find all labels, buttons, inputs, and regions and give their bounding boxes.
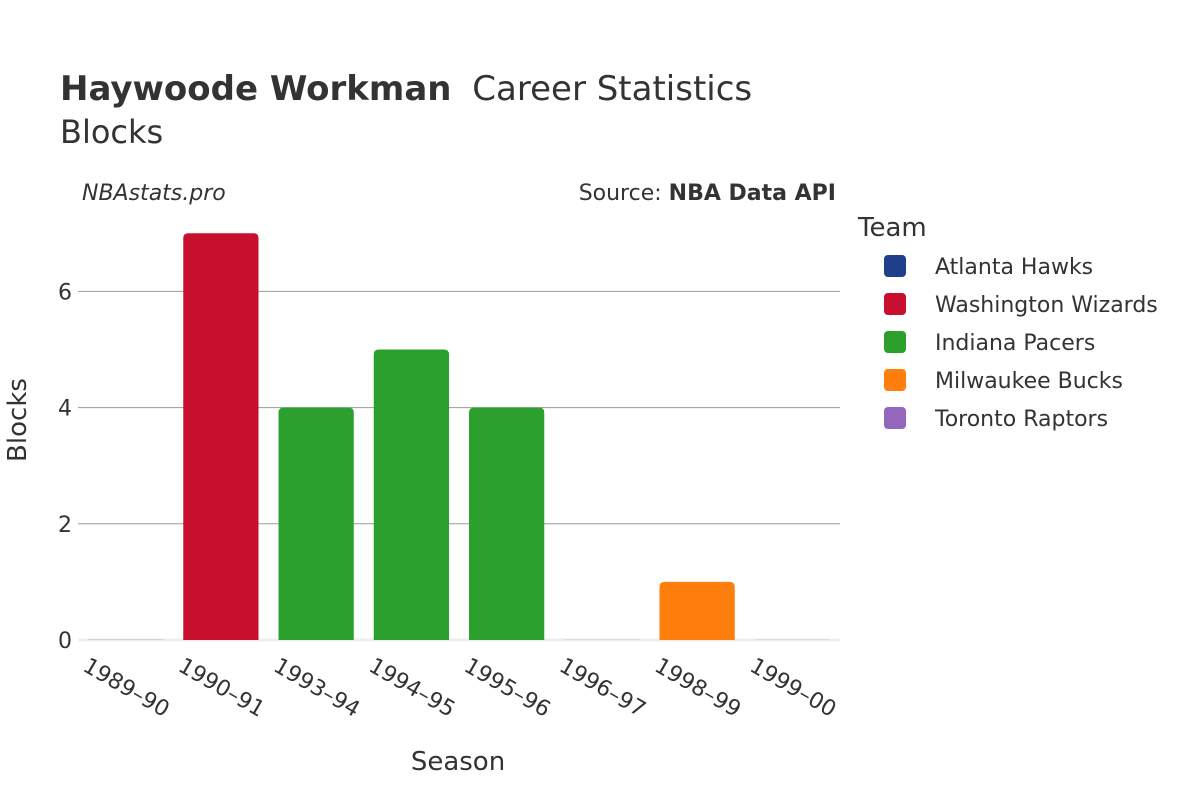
credit-source-name: NBA Data API: [669, 181, 836, 206]
x-tick-label-1995–96: 1995–96: [460, 654, 555, 723]
legend-label-3: Milwaukee Bucks: [935, 369, 1123, 394]
legend: Team Atlanta Hawks Washington Wizards Indi…: [857, 213, 1158, 432]
x-tick-label-1990–91: 1990–91: [174, 654, 269, 723]
legend-swatch-2: [884, 331, 906, 353]
bar-1999–00: [754, 639, 830, 640]
credit-source-prefix: Source:: [579, 181, 669, 206]
bar-1993–94: [278, 407, 354, 640]
x-tick-label-1989–90: 1989–90: [79, 654, 174, 723]
bar-1994–95: [373, 349, 449, 640]
y-tick-label-0: 0: [58, 629, 72, 654]
x-tick-layer: 1989–90 1990–91 1993–94 1994–95 1995–96 1996–…: [79, 654, 841, 723]
x-tick-label-1999–00: 1999–00: [745, 654, 840, 723]
chart-title-bold: Haywoode Workman: [60, 69, 451, 109]
bar-1995–96: [469, 407, 545, 640]
legend-swatch-4: [884, 407, 906, 429]
bar-1998–99: [659, 581, 735, 640]
bar-1989–90: [88, 639, 164, 640]
bar-layer: [88, 233, 830, 641]
x-tick-label-1996–97: 1996–97: [555, 654, 650, 723]
legend-swatch-3: [884, 369, 906, 391]
chart-subtitle: Blocks: [60, 113, 163, 151]
credit-site: NBAstats.pro: [82, 181, 226, 206]
y-tick-label-2: 2: [58, 513, 72, 538]
legend-items: Atlanta Hawks Washington Wizards Indiana P…: [884, 255, 1158, 432]
x-tick-label-1994–95: 1994–95: [364, 654, 459, 723]
credit-source: Source: NBA Data API: [579, 181, 836, 206]
y-tick-label-6: 6: [58, 280, 72, 305]
legend-label-4: Toronto Raptors: [934, 407, 1108, 432]
chart-title-rest: Career Statistics: [472, 69, 752, 109]
bar-1990–91: [183, 233, 259, 641]
y-tick-layer: 0 2 4 6: [58, 280, 72, 654]
bar-1996–97: [564, 639, 640, 640]
x-axis-title: Season: [411, 747, 505, 777]
x-tick-label-1998–99: 1998–99: [650, 654, 745, 723]
y-tick-label-4: 4: [58, 397, 72, 422]
x-tick-label-1993–94: 1993–94: [269, 654, 364, 723]
chart-title: Haywoode Workman Career Statistics: [60, 69, 752, 109]
legend-swatch-0: [884, 255, 906, 277]
legend-label-0: Atlanta Hawks: [935, 255, 1093, 280]
legend-label-1: Washington Wizards: [935, 293, 1158, 318]
legend-title: Team: [857, 213, 927, 243]
y-axis-title: Blocks: [3, 378, 33, 462]
legend-swatch-1: [884, 293, 906, 315]
legend-label-2: Indiana Pacers: [935, 331, 1095, 356]
